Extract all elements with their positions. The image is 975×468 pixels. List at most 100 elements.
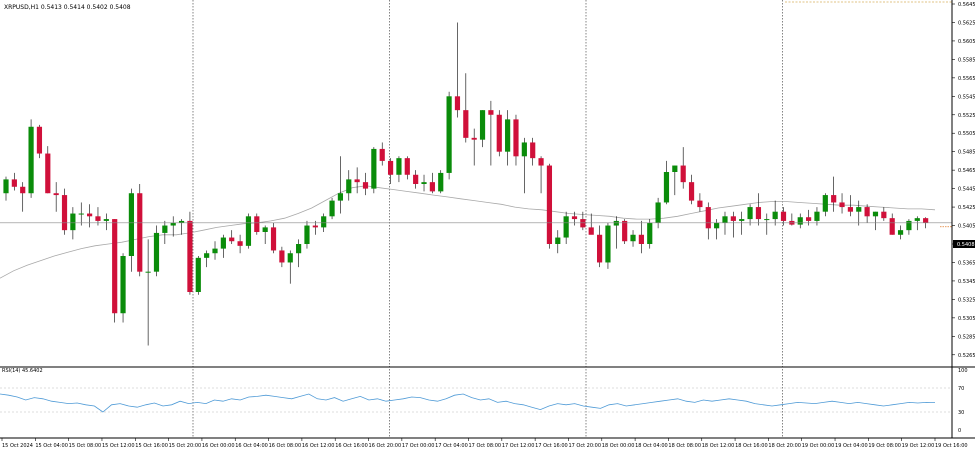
candle-body [872, 211, 879, 217]
candle-body [822, 195, 828, 212]
candle-body [304, 225, 310, 244]
candle [705, 202, 711, 240]
x-tick-label: 16 Oct 00:00 [202, 443, 235, 449]
candle [204, 250, 210, 268]
candle-body [705, 207, 711, 229]
candle [429, 172, 435, 194]
candle-body [906, 220, 912, 231]
candle [36, 124, 43, 159]
candle [488, 100, 494, 166]
candle-body [396, 158, 402, 175]
x-tick-label: 17 Oct 04:00 [435, 443, 468, 449]
candle [379, 142, 385, 166]
candle [70, 207, 76, 240]
candle-body [270, 227, 277, 251]
candle [663, 160, 670, 205]
candle [889, 213, 895, 235]
candle [45, 146, 51, 194]
candle-body [638, 234, 644, 244]
candle [103, 213, 109, 231]
candle [270, 222, 277, 254]
x-tick-label: 17 Oct 20:00 [568, 443, 601, 449]
candle-body [153, 232, 160, 272]
candle [680, 147, 686, 189]
candle [396, 156, 402, 183]
candle-body [463, 110, 469, 138]
candle [897, 225, 904, 240]
candle-body [856, 207, 862, 212]
candle-body [237, 241, 243, 246]
candle [61, 188, 68, 235]
rsi-tick-label: 100 [958, 368, 968, 374]
candle-body [521, 142, 527, 157]
candle [797, 213, 803, 229]
y-tick-label: 0.5605 [958, 39, 975, 45]
candle [546, 163, 553, 249]
candle-body [647, 222, 653, 244]
candle-body [530, 142, 536, 159]
x-tick-label: 18 Oct 20:00 [768, 443, 801, 449]
candle-body [847, 207, 853, 212]
candle [95, 207, 101, 226]
candle-body [145, 271, 151, 273]
candle [847, 195, 853, 217]
y-tick-label: 0.5365 [958, 260, 975, 266]
candle-body [387, 160, 394, 175]
candle [120, 253, 126, 323]
symbol-readout: XRPUSD,H1 0.5413 0.5414 0.5402 0.5408 [4, 4, 131, 11]
candle-body [128, 193, 134, 256]
y-tick-label: 0.5545 [958, 94, 975, 100]
rsi-tick-label: 30 [958, 410, 964, 416]
candle [20, 182, 26, 212]
candle-body [780, 211, 787, 221]
candle-body [580, 219, 586, 228]
candle [178, 219, 185, 235]
candle-body [454, 96, 461, 111]
candle-body [814, 211, 820, 221]
candle [906, 219, 912, 235]
candle [245, 213, 252, 249]
candle-body [622, 220, 628, 242]
candle-body [596, 234, 603, 263]
x-tick-label: 19 Oct 00:00 [802, 443, 835, 449]
candle [856, 200, 862, 226]
candle-body [45, 153, 51, 194]
candle-body [178, 220, 185, 223]
candle [831, 176, 837, 212]
candle-body [538, 158, 544, 166]
candle [195, 256, 201, 295]
current-price-line [0, 222, 952, 228]
candle [387, 158, 394, 184]
x-tick-label: 17 Oct 00:00 [402, 443, 435, 449]
candle [697, 193, 703, 212]
candle-body [421, 182, 427, 184]
candle [730, 211, 736, 238]
candle [764, 213, 770, 235]
candle [772, 200, 778, 226]
candle [337, 156, 344, 214]
candle-body [20, 186, 26, 194]
time-axis: 15 Oct 2024 15 Oct 04:00 15 Oct 08:00 15 Oc… [1, 438, 968, 449]
candle-body [229, 237, 235, 242]
candle-body [371, 148, 377, 189]
candle [187, 211, 193, 295]
candle [312, 220, 318, 235]
candle-body [588, 227, 594, 235]
candle [630, 230, 636, 247]
candle [362, 172, 369, 196]
candle-body [78, 213, 84, 215]
candle-body [321, 216, 327, 228]
y-tick-label: 0.5485 [958, 150, 975, 156]
y-tick-label: 0.5405 [958, 224, 975, 230]
candle-body [571, 216, 578, 220]
candle [220, 234, 226, 258]
candle [479, 110, 486, 148]
candle-body [254, 216, 260, 232]
candle-body [680, 165, 686, 183]
rsi-tick-label: 70 [958, 386, 964, 392]
candle [471, 128, 477, 166]
candle [622, 219, 628, 244]
x-tick-label: 19 Oct 04:00 [835, 443, 868, 449]
candle [287, 250, 293, 284]
